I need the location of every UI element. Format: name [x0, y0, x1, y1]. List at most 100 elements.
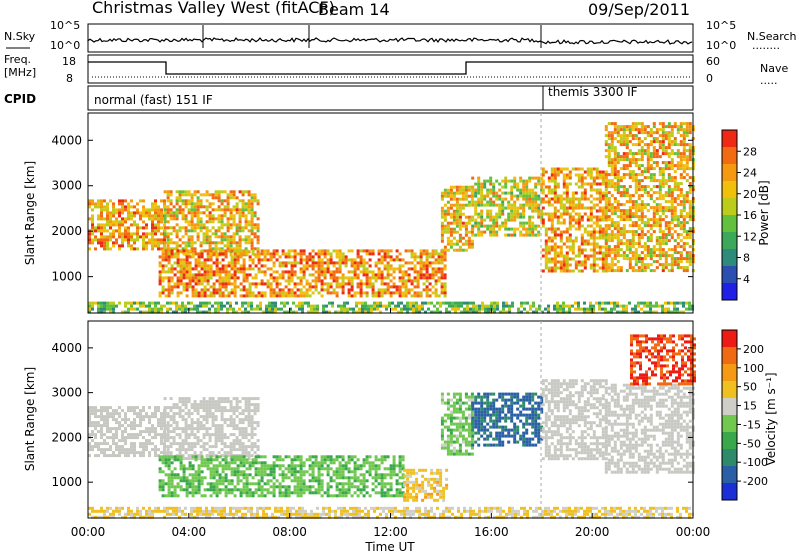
- velocity-cell: [184, 403, 188, 407]
- power-cell: [580, 263, 584, 267]
- power-cell: [233, 267, 237, 271]
- power-cell: [233, 249, 237, 253]
- power-cell: [284, 291, 288, 295]
- power-cell: [268, 301, 271, 305]
- power-cell: [682, 137, 686, 141]
- power-cell: [317, 258, 321, 262]
- power-cell: [464, 188, 468, 192]
- power-cell: [179, 261, 183, 265]
- velocity-cell: [193, 436, 197, 440]
- power-cell: [643, 266, 647, 270]
- power-cell: [454, 301, 457, 305]
- power-cell: [676, 236, 680, 240]
- power-cell: [124, 229, 127, 233]
- power-cell: [338, 255, 342, 259]
- power-cell: [652, 122, 656, 126]
- power-cell: [401, 285, 405, 289]
- power-cell: [640, 203, 644, 207]
- power-cell: [682, 170, 686, 174]
- power-cell: [139, 226, 142, 230]
- power-cell: [540, 197, 544, 201]
- power-cell: [199, 244, 203, 248]
- power-cell: [398, 288, 402, 292]
- velocity-cell: [94, 409, 97, 413]
- power-cell: [498, 194, 502, 198]
- power-cell: [568, 215, 572, 219]
- power-cell: [559, 266, 563, 270]
- power-cell: [401, 276, 405, 280]
- power-cell: [229, 301, 232, 305]
- power-cell: [320, 288, 324, 292]
- power-cell: [455, 212, 459, 216]
- power-cell: [199, 205, 203, 209]
- power-cell: [230, 261, 234, 265]
- power-cell: [167, 255, 171, 259]
- power-cell: [163, 217, 167, 221]
- power-cell: [637, 304, 640, 308]
- power-cell: [595, 197, 599, 201]
- power-cell: [425, 264, 429, 268]
- power-cell: [341, 276, 345, 280]
- velocity-cell: [220, 427, 224, 431]
- power-cell: [194, 267, 198, 271]
- power-cell: [673, 143, 677, 147]
- power-cell: [220, 202, 224, 206]
- power-cell: [507, 191, 511, 195]
- power-cell: [525, 182, 529, 186]
- power-cell: [272, 270, 276, 274]
- power-cell: [190, 229, 194, 233]
- power-cell: [217, 307, 220, 311]
- power-cell: [540, 212, 544, 216]
- power-cell: [682, 245, 686, 249]
- power-cell: [634, 307, 637, 311]
- power-cell: [121, 223, 124, 227]
- power-cell: [498, 224, 502, 228]
- velocity-cell: [133, 409, 136, 413]
- power-cell: [574, 239, 578, 243]
- power-cell: [658, 251, 662, 255]
- power-cell: [553, 304, 556, 308]
- power-cell: [229, 208, 233, 212]
- power-cell: [139, 304, 142, 308]
- power-cell: [161, 267, 165, 271]
- velocity-cell: [127, 424, 130, 428]
- power-cell: [191, 279, 195, 283]
- power-cell: [474, 221, 478, 225]
- power-cell: [616, 230, 620, 234]
- power-cell: [218, 291, 222, 295]
- power-cell: [646, 134, 650, 138]
- power-cell: [214, 232, 218, 236]
- power-cell: [242, 249, 246, 253]
- power-cell: [218, 279, 222, 283]
- velocity-cell: [97, 409, 100, 413]
- power-cell: [215, 264, 219, 268]
- power-cell: [163, 241, 167, 245]
- power-cell: [679, 227, 683, 231]
- power-cell: [583, 212, 587, 216]
- power-cell: [655, 203, 659, 207]
- power-cell: [332, 261, 336, 265]
- velocity-cell: [193, 403, 197, 407]
- power-cell: [586, 307, 589, 311]
- power-cell: [547, 236, 551, 240]
- power-cell: [374, 273, 378, 277]
- power-cell: [161, 288, 165, 292]
- power-cell: [166, 307, 169, 311]
- power-cell: [163, 238, 166, 242]
- velocity-cell: [112, 427, 115, 431]
- power-cell: [229, 196, 233, 200]
- power-cell: [233, 261, 237, 265]
- power-cell: [601, 233, 605, 237]
- power-cell: [184, 226, 188, 230]
- velocity-cell: [238, 448, 242, 452]
- power-cell: [166, 226, 170, 230]
- power-cell: [673, 206, 677, 210]
- power-cell: [685, 149, 689, 153]
- power-cell: [365, 279, 369, 283]
- power-cell: [559, 269, 563, 273]
- power-cell: [471, 194, 475, 198]
- power-cell: [145, 214, 148, 218]
- power-cell: [188, 267, 192, 271]
- power-cell: [571, 269, 575, 273]
- velocity-cell: [205, 454, 209, 458]
